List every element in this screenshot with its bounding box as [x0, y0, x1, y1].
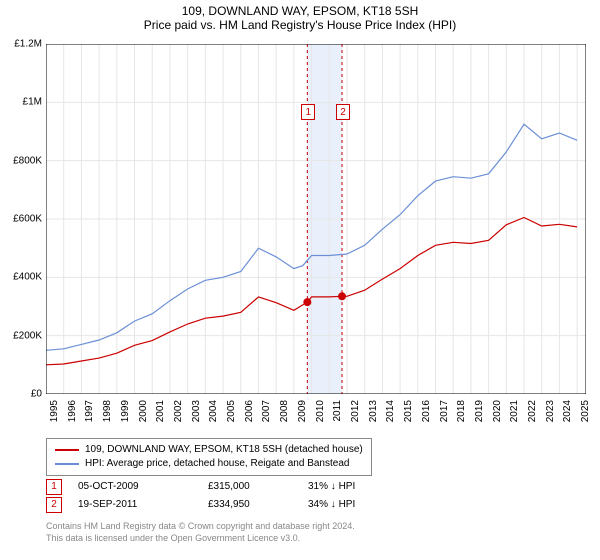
- y-tick-label: £0: [31, 389, 42, 400]
- x-tick-label: 2008: [279, 400, 290, 422]
- sale-price-1: £315,000: [208, 478, 308, 496]
- chart-container: 109, DOWNLAND WAY, EPSOM, KT18 5SH Price…: [0, 0, 600, 560]
- title-block: 109, DOWNLAND WAY, EPSOM, KT18 5SH Price…: [0, 0, 600, 32]
- sale-price-2: £334,950: [208, 496, 308, 514]
- x-tick-label: 2023: [545, 400, 556, 422]
- x-tick-label: 1997: [84, 400, 95, 422]
- x-tick-label: 2018: [456, 400, 467, 422]
- sale-date-1: 05-OCT-2009: [78, 478, 208, 496]
- x-tick-label: 2013: [368, 400, 379, 422]
- y-tick-label: £600K: [13, 214, 42, 225]
- sale-row-1: 1 05-OCT-2009 £315,000 31% ↓ HPI: [46, 478, 586, 496]
- sale-row-2: 2 19-SEP-2011 £334,950 34% ↓ HPI: [46, 496, 586, 514]
- x-tick-label: 2010: [315, 400, 326, 422]
- x-tick-label: 1995: [49, 400, 60, 422]
- x-tick-label: 2020: [492, 400, 503, 422]
- title-sub: Price paid vs. HM Land Registry's House …: [0, 18, 600, 32]
- sale-date-2: 19-SEP-2011: [78, 496, 208, 514]
- footnote-line2: This data is licensed under the Open Gov…: [46, 532, 355, 544]
- y-tick-label: £1.2M: [14, 39, 42, 50]
- x-tick-label: 2015: [403, 400, 414, 422]
- title-main: 109, DOWNLAND WAY, EPSOM, KT18 5SH: [0, 4, 600, 18]
- legend-row-hpi: HPI: Average price, detached house, Reig…: [55, 457, 363, 471]
- footnote: Contains HM Land Registry data © Crown c…: [46, 520, 355, 544]
- x-tick-label: 2019: [474, 400, 485, 422]
- legend-swatch-hpi: [55, 463, 79, 465]
- x-tick-label: 2022: [527, 400, 538, 422]
- x-tick-label: 2012: [350, 400, 361, 422]
- y-axis-ticks: £0£200K£400K£600K£800K£1M£1.2M: [0, 44, 44, 394]
- x-tick-label: 2007: [261, 400, 272, 422]
- y-tick-label: £1M: [23, 97, 42, 108]
- y-tick-label: £800K: [13, 155, 42, 166]
- x-tick-label: 2024: [562, 400, 573, 422]
- sale-delta-2: 34% ↓ HPI: [308, 496, 428, 514]
- x-tick-label: 2025: [580, 400, 591, 422]
- x-tick-label: 2005: [226, 400, 237, 422]
- x-tick-label: 2006: [244, 400, 255, 422]
- sale-marker-1: 1: [46, 479, 62, 495]
- sale-rows: 1 05-OCT-2009 £315,000 31% ↓ HPI 2 19-SE…: [46, 478, 586, 514]
- x-tick-label: 2004: [208, 400, 219, 422]
- y-tick-label: £400K: [13, 272, 42, 283]
- legend-box: 109, DOWNLAND WAY, EPSOM, KT18 5SH (deta…: [46, 438, 372, 476]
- x-axis-ticks: 1995 1996 1997 1998 1999 2000 2001 2002 2003 2004…: [46, 396, 586, 436]
- chart-marker-2: 2: [336, 104, 350, 120]
- x-tick-label: 2000: [138, 400, 149, 422]
- x-tick-label: 1996: [67, 400, 78, 422]
- footnote-line1: Contains HM Land Registry data © Crown c…: [46, 520, 355, 532]
- legend-label-property: 109, DOWNLAND WAY, EPSOM, KT18 5SH (deta…: [85, 443, 363, 457]
- sale-marker-2: 2: [46, 497, 62, 513]
- x-tick-label: 2016: [421, 400, 432, 422]
- x-tick-label: 2021: [509, 400, 520, 422]
- chart-svg: [46, 44, 586, 394]
- x-tick-label: 1999: [120, 400, 131, 422]
- legend-row-property: 109, DOWNLAND WAY, EPSOM, KT18 5SH (deta…: [55, 443, 363, 457]
- y-tick-label: £200K: [13, 330, 42, 341]
- x-tick-label: 2001: [155, 400, 166, 422]
- chart-plot-area: 12: [46, 44, 586, 394]
- sale-delta-1: 31% ↓ HPI: [308, 478, 428, 496]
- x-tick-label: 2017: [439, 400, 450, 422]
- x-tick-label: 2014: [385, 400, 396, 422]
- x-tick-label: 2003: [191, 400, 202, 422]
- x-tick-label: 2002: [173, 400, 184, 422]
- x-tick-label: 1998: [102, 400, 113, 422]
- chart-marker-1: 1: [301, 104, 315, 120]
- legend-label-hpi: HPI: Average price, detached house, Reig…: [85, 457, 349, 471]
- legend-swatch-property: [55, 449, 79, 451]
- x-tick-label: 2009: [297, 400, 308, 422]
- x-tick-label: 2011: [332, 400, 343, 422]
